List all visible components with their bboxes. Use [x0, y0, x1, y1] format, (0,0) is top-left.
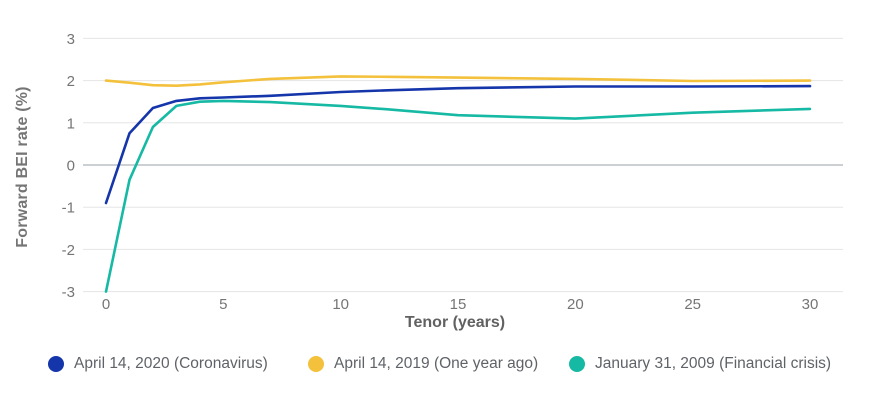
y-tick-label: -2 — [62, 242, 75, 259]
x-tick-label: 30 — [802, 296, 819, 313]
x-tick-label: 0 — [102, 296, 110, 313]
x-tick-label: 25 — [684, 296, 701, 313]
series-line-1 — [104, 75, 812, 87]
legend-item-2019[interactable]: April 14, 2019 (One year ago) — [308, 350, 538, 378]
legend-label-2019: April 14, 2019 (One year ago) — [334, 355, 539, 372]
x-axis-title: Tenor (years) — [404, 314, 506, 331]
series-line-2 — [104, 99, 812, 293]
legend-label-2020: April 14, 2020 (Coronavirus) — [74, 355, 268, 372]
y-tick-label: 2 — [67, 73, 75, 90]
series-line-0 — [104, 84, 812, 205]
y-tick-label: 0 — [67, 158, 75, 175]
x-tick-label: 5 — [219, 296, 227, 313]
x-tick-label: 20 — [567, 296, 584, 313]
legend-dot-2019-icon — [308, 356, 324, 372]
legend-dot-2020-icon — [48, 356, 64, 372]
legend-dot-2009-icon — [569, 356, 585, 372]
y-tick-label: 3 — [67, 31, 75, 48]
legend-item-2009[interactable]: January 31, 2009 (Financial crisis) — [569, 350, 831, 378]
y-axis-title: Forward BEI rate (%) — [14, 86, 31, 248]
legend-item-2020[interactable]: April 14, 2020 (Coronavirus) — [48, 350, 268, 378]
x-tick-label: 15 — [450, 296, 467, 313]
y-tick-label: 1 — [67, 115, 75, 132]
legend-label-2009: January 31, 2009 (Financial crisis) — [595, 355, 832, 372]
x-tick-label: 10 — [332, 296, 349, 313]
y-tick-label: -1 — [62, 200, 75, 217]
y-tick-label: -3 — [62, 284, 75, 301]
legend: April 14, 2020 (Coronavirus) April 14, 2… — [0, 350, 870, 380]
